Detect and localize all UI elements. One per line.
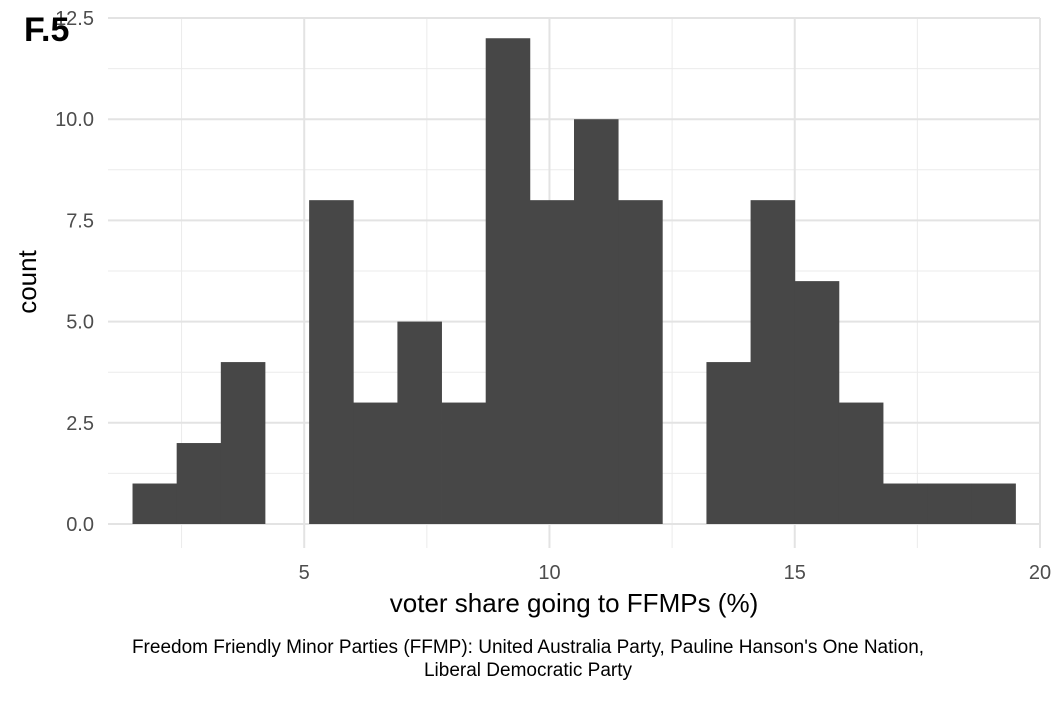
x-tick-label: 15 xyxy=(784,562,806,584)
histogram-bar xyxy=(750,200,796,524)
histogram-bar xyxy=(927,483,972,524)
x-axis-title: voter share going to FFMPs (%) xyxy=(390,588,758,618)
histogram-bar xyxy=(485,38,531,525)
histogram-chart: 0.0 2.5 5.0 7.5 10.0 12.5 5 10 15 20 voter share… xyxy=(12,8,1051,618)
histogram-bar xyxy=(794,281,840,524)
y-tick-label: 0.0 xyxy=(66,514,94,536)
histogram-bars xyxy=(132,38,1016,525)
chart-caption: Freedom Friendly Minor Parties (FFMP): U… xyxy=(0,636,1056,682)
y-tick-label: 5.0 xyxy=(66,312,94,334)
y-tick-label: 10.0 xyxy=(55,109,94,131)
histogram-bar xyxy=(706,362,751,524)
y-axis-tick-labels: 0.0 2.5 5.0 7.5 10.0 12.5 xyxy=(55,8,94,536)
y-tick-label: 7.5 xyxy=(66,210,94,232)
histogram-bar xyxy=(883,483,928,524)
histogram-bar xyxy=(353,402,398,524)
x-axis-tick-labels: 5 10 15 20 xyxy=(299,562,1051,584)
histogram-bar xyxy=(176,443,222,524)
histogram-bar xyxy=(220,362,266,524)
histogram-bar xyxy=(441,402,487,524)
histogram-bar xyxy=(309,200,354,524)
caption-line-1: Freedom Friendly Minor Parties (FFMP): U… xyxy=(131,637,925,658)
histogram-bar xyxy=(397,321,442,524)
histogram-bar xyxy=(838,402,884,524)
caption-line-2: Liberal Democratic Party xyxy=(423,660,633,681)
x-tick-label: 10 xyxy=(538,562,560,584)
histogram-bar xyxy=(529,200,575,524)
histogram-bar xyxy=(574,119,619,524)
histogram-bar xyxy=(618,200,663,524)
histogram-bar xyxy=(971,483,1016,524)
x-tick-label: 5 xyxy=(299,562,310,584)
panel-tag: F.5 xyxy=(24,11,69,49)
y-tick-label: 12.5 xyxy=(55,8,94,30)
y-tick-label: 2.5 xyxy=(66,413,94,435)
x-tick-label: 20 xyxy=(1029,562,1051,584)
histogram-bar xyxy=(132,483,178,524)
y-axis-title: count xyxy=(12,249,42,313)
